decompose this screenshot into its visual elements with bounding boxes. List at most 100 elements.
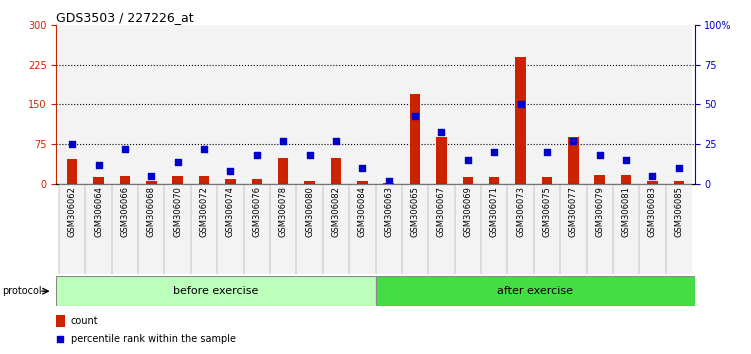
Point [620, 157, 632, 163]
Point [462, 157, 474, 163]
Bar [56, 315, 65, 327]
Bar [376, 25, 402, 184]
Point [145, 173, 157, 179]
Text: GSM306083: GSM306083 [648, 186, 657, 237]
Point [594, 153, 606, 158]
Text: GSM306081: GSM306081 [622, 186, 631, 237]
FancyBboxPatch shape [56, 276, 376, 306]
Bar [330, 158, 341, 184]
Text: GDS3503 / 227226_at: GDS3503 / 227226_at [56, 11, 194, 24]
Point [330, 138, 342, 144]
Bar [297, 184, 323, 274]
Bar [119, 176, 130, 184]
Text: GSM306067: GSM306067 [437, 186, 446, 237]
Bar [534, 184, 560, 274]
Text: GSM306062: GSM306062 [68, 186, 77, 237]
Point [92, 162, 104, 168]
Point [383, 178, 395, 184]
Bar [587, 184, 613, 274]
Bar [138, 184, 164, 274]
Bar [173, 176, 183, 184]
Bar [270, 25, 297, 184]
Bar [534, 25, 560, 184]
Point [119, 146, 131, 152]
Bar [639, 184, 665, 274]
Bar [560, 184, 587, 274]
Text: GSM306077: GSM306077 [569, 186, 578, 237]
Bar [243, 25, 270, 184]
Bar [508, 184, 534, 274]
Bar [674, 181, 684, 184]
Bar [647, 181, 658, 184]
Bar [621, 175, 632, 184]
Point [225, 169, 237, 174]
Bar [323, 184, 349, 274]
FancyBboxPatch shape [376, 276, 695, 306]
Bar [59, 25, 86, 184]
Bar [436, 137, 447, 184]
Bar [164, 25, 191, 184]
Point [488, 149, 500, 155]
Bar [191, 184, 217, 274]
Bar [376, 184, 402, 274]
Text: GSM306069: GSM306069 [463, 186, 472, 237]
Bar [199, 176, 210, 184]
Bar [665, 25, 692, 184]
Text: GSM306084: GSM306084 [357, 186, 366, 237]
Text: after exercise: after exercise [497, 286, 573, 296]
Bar [613, 184, 639, 274]
Bar [613, 25, 639, 184]
Bar [639, 25, 665, 184]
Bar [463, 177, 473, 184]
Point [673, 165, 685, 171]
Bar [349, 184, 376, 274]
Bar [454, 25, 481, 184]
Text: GSM306076: GSM306076 [252, 186, 261, 237]
Bar [67, 159, 77, 184]
Bar [428, 25, 454, 184]
Bar [384, 183, 394, 184]
Bar [217, 25, 243, 184]
Bar [225, 179, 236, 184]
Bar [515, 57, 526, 184]
Bar [568, 137, 578, 184]
Point [567, 138, 579, 144]
Text: GSM306066: GSM306066 [120, 186, 129, 237]
Bar [93, 177, 104, 184]
Bar [252, 179, 262, 184]
Bar [481, 184, 508, 274]
Point [66, 141, 78, 147]
Text: GSM306079: GSM306079 [596, 186, 605, 237]
Text: GSM306078: GSM306078 [279, 186, 288, 237]
Text: GSM306085: GSM306085 [674, 186, 683, 237]
Bar [217, 184, 243, 274]
Text: GSM306073: GSM306073 [516, 186, 525, 237]
Text: count: count [71, 316, 98, 326]
Text: GSM306082: GSM306082 [331, 186, 340, 237]
Bar [323, 25, 349, 184]
Text: GSM306075: GSM306075 [542, 186, 551, 237]
Point [514, 102, 526, 107]
Bar [191, 25, 217, 184]
Point [251, 153, 263, 158]
Bar [508, 25, 534, 184]
Bar [402, 25, 428, 184]
Text: GSM306074: GSM306074 [226, 186, 235, 237]
Bar [489, 177, 499, 184]
Bar [278, 158, 288, 184]
Text: GSM306063: GSM306063 [385, 186, 394, 237]
Bar [86, 25, 112, 184]
Point [277, 138, 289, 144]
Bar [59, 184, 86, 274]
Bar [410, 94, 421, 184]
Point [647, 173, 659, 179]
Point [436, 129, 448, 134]
Text: GSM306064: GSM306064 [94, 186, 103, 237]
Bar [587, 25, 613, 184]
Bar [402, 184, 428, 274]
Bar [270, 184, 297, 274]
Bar [164, 184, 191, 274]
Bar [112, 184, 138, 274]
Text: percentile rank within the sample: percentile rank within the sample [71, 334, 236, 344]
Point [55, 336, 66, 342]
